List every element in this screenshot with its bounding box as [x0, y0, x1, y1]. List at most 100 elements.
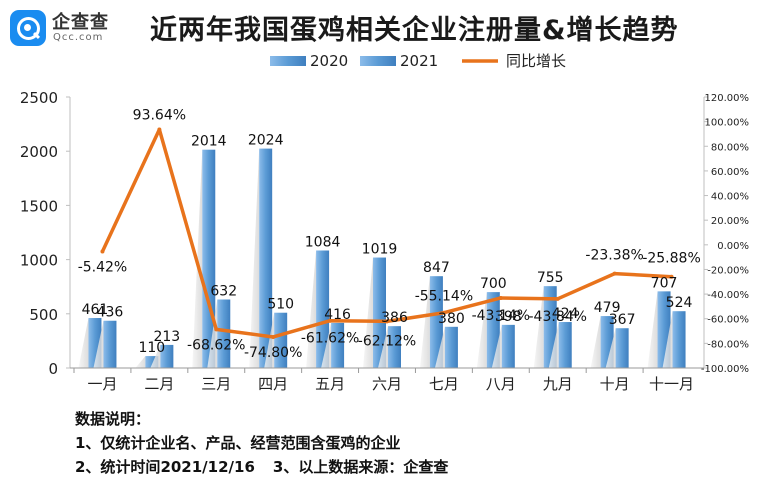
logo: 企查查 Qcc.com — [10, 8, 122, 52]
bar-2020-value-label: 1019 — [362, 242, 398, 258]
growth-point — [669, 274, 674, 279]
right-axis-tick-label: 100.00% — [705, 118, 750, 129]
bar-2020-value-label: 707 — [651, 275, 678, 291]
bar-2021-shadow — [93, 320, 104, 368]
notes-line-2-time: 2、统计时间2021/12/16 — [75, 458, 255, 476]
bar-2021 — [558, 322, 572, 368]
bar-2020-value-label: 700 — [480, 276, 507, 292]
growth-value-label: -43.14% — [472, 308, 530, 324]
growth-point — [612, 271, 617, 276]
bar-2021 — [217, 299, 231, 368]
bar-2021-shadow — [207, 299, 218, 368]
bar-2020-value-label: 479 — [594, 300, 621, 316]
growth-point — [271, 334, 276, 339]
data-notes: 数据说明： 1、仅统计企业名、产品、经营范围含蛋鸡的企业 2、统计时间2021/… — [75, 407, 448, 479]
x-axis-category-label: 十月 — [600, 375, 630, 393]
growth-value-label: -23.38% — [585, 248, 643, 264]
bar-2021-value-label: 398 — [495, 309, 522, 325]
x-axis-category-label: 五月 — [315, 375, 345, 393]
growth-point — [498, 295, 503, 300]
bar-2020-shadow — [647, 291, 658, 368]
growth-value-label: -55.14% — [415, 289, 473, 305]
bar-2021-value-label: 510 — [267, 297, 294, 313]
growth-point — [157, 127, 162, 132]
bar-2021 — [501, 324, 515, 368]
bar-2021 — [160, 344, 174, 368]
bar-2021 — [444, 326, 458, 368]
legend-label-2020: 2020 — [310, 52, 348, 70]
growth-point — [214, 327, 219, 332]
legend-swatch-2021 — [360, 56, 396, 66]
bar-2021-value-label: 386 — [381, 310, 408, 326]
right-axis-tick-label: 0.00% — [717, 241, 749, 252]
bar-2020-shadow — [476, 292, 487, 368]
bar-2020 — [373, 257, 386, 368]
right-axis-tick-label: 60.00% — [711, 167, 749, 178]
bar-2021-value-label: 367 — [609, 312, 636, 328]
bar-2020-shadow — [363, 257, 373, 368]
legend-label-growth: 同比增长 — [506, 52, 566, 70]
bar-2021-shadow — [150, 344, 161, 368]
bar-2021 — [388, 326, 401, 368]
right-axis-tick-label: -40.00% — [707, 290, 749, 301]
x-axis-category-label: 四月 — [258, 375, 288, 393]
bar-2020 — [259, 148, 273, 368]
right-axis-tick-label: 20.00% — [711, 216, 749, 227]
growth-value-label: -25.88% — [642, 251, 700, 267]
legend-swatch-2020 — [270, 56, 306, 66]
left-axis-tick-label: 1000 — [20, 252, 58, 270]
bar-2021-value-label: 436 — [97, 305, 124, 321]
growth-value-label: -68.62% — [187, 337, 245, 353]
legend-label-2021: 2021 — [400, 52, 438, 70]
bar-2021 — [103, 320, 117, 368]
bar-2021 — [672, 311, 686, 368]
right-axis-tick-label: 80.00% — [711, 142, 749, 153]
notes-line-1: 1、仅统计企业名、产品、经营范围含蛋鸡的企业 — [75, 434, 401, 452]
bar-2020-shadow — [78, 318, 89, 368]
bar-2020-shadow — [306, 250, 317, 368]
bar-2020-shadow — [135, 356, 146, 368]
bar-2021 — [331, 322, 345, 368]
growth-point — [328, 318, 333, 323]
bar-2020-value-label: 847 — [423, 260, 450, 276]
right-axis-tick-label: -80.00% — [707, 339, 749, 350]
x-axis-category-label: 二月 — [144, 375, 174, 393]
left-axis-tick-label: 1500 — [20, 197, 58, 215]
notes-line-2-source: 3、以上数据来源：企查查 — [272, 458, 449, 476]
right-axis-tick-label: -60.00% — [707, 315, 749, 326]
growth-value-label: 93.64% — [133, 107, 186, 123]
x-axis-category-label: 九月 — [543, 375, 573, 393]
notes-heading: 数据说明： — [75, 410, 151, 428]
bar-2020-value-label: 110 — [138, 340, 165, 356]
bar-2021-shadow — [491, 324, 502, 368]
growth-value-label: -61.62% — [301, 331, 359, 347]
bar-2020-shadow — [419, 276, 430, 368]
growth-point — [385, 319, 389, 324]
notes-line-2: 2、统计时间2021/12/16 3、以上数据来源：企查查 — [75, 455, 448, 479]
x-axis-category-label: 一月 — [87, 375, 117, 393]
growth-point — [555, 296, 560, 301]
growth-point — [441, 310, 446, 315]
bar-2021-shadow — [434, 326, 445, 368]
bar-2020-shadow — [249, 148, 260, 368]
left-axis-tick-label: 500 — [29, 306, 58, 324]
growth-value-label: -5.42% — [78, 259, 128, 275]
bar-2020 — [145, 356, 159, 368]
bar-2021-shadow — [321, 322, 332, 368]
bar-2021 — [615, 328, 629, 368]
bar-2020-value-label: 755 — [537, 270, 564, 286]
x-axis-category-label: 六月 — [372, 375, 402, 393]
bar-2020-shadow — [590, 316, 601, 368]
bar-2021 — [274, 312, 288, 368]
right-axis-tick-label: -100.00% — [701, 364, 749, 375]
bar-2021-value-label: 213 — [153, 329, 180, 345]
bar-2020-shadow — [192, 149, 203, 368]
growth-value-label: -62.12% — [358, 333, 416, 349]
logo-domain: Qcc.com — [53, 32, 104, 43]
bar-2021-shadow — [605, 328, 616, 368]
bar-2021-value-label: 424 — [552, 306, 579, 322]
bar-2021-value-label: 416 — [324, 307, 351, 323]
bar-2021-shadow — [548, 322, 559, 368]
bar-2021-shadow — [662, 311, 673, 368]
